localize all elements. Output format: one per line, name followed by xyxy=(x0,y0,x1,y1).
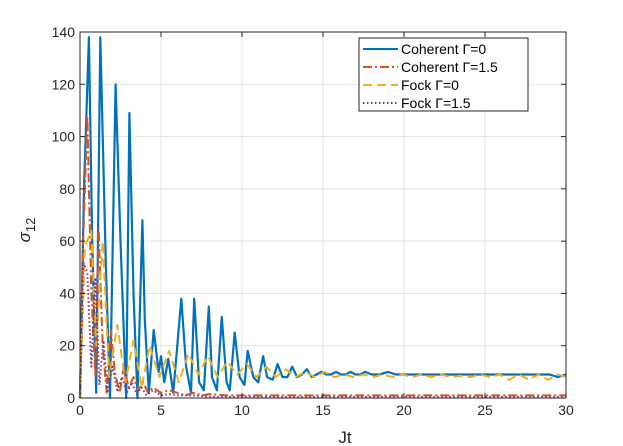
series-lines xyxy=(78,36,567,400)
y-axis-label-symbol: σ xyxy=(15,231,34,242)
tick-labels: 0 5 10 15 20 25 30 0 20 40 60 80 100 120 140 xyxy=(52,24,574,418)
y-tick-label: 60 xyxy=(59,233,75,249)
y-axis-label-subscript: 12 xyxy=(23,218,38,232)
svg-text:σ12: σ12 xyxy=(15,218,38,243)
legend-box xyxy=(358,37,529,112)
x-tick-label: 25 xyxy=(477,402,493,418)
x-axis-label: Jt xyxy=(338,428,352,446)
y-axis-label: σ12 xyxy=(15,218,38,243)
legend-label-1: Coherent Γ=1.5 xyxy=(401,59,498,75)
y-tick-label: 140 xyxy=(52,24,76,40)
x-tick-label: 5 xyxy=(157,402,165,418)
y-tick-label: 0 xyxy=(67,390,75,406)
y-tick-label: 40 xyxy=(59,285,75,301)
series-line-3 xyxy=(79,261,566,399)
legend-label-2: Fock Γ=0 xyxy=(401,77,459,93)
y-tick-label: 20 xyxy=(59,338,75,354)
legend-label-0: Coherent Γ=0 xyxy=(401,41,486,57)
x-tick-label: 15 xyxy=(315,402,331,418)
x-tick-label: 30 xyxy=(558,402,574,418)
legend: Coherent Γ=0 Coherent Γ=1.5 Fock Γ=0 Fock Γ… xyxy=(358,37,529,112)
x-tick-label: 0 xyxy=(76,402,84,418)
ticks xyxy=(79,31,567,399)
y-tick-label: 100 xyxy=(52,129,76,145)
series-line-2 xyxy=(79,229,567,399)
x-tick-label: 20 xyxy=(396,402,412,418)
x-tick-label: 10 xyxy=(234,402,250,418)
y-tick-label: 80 xyxy=(59,181,75,197)
y-tick-label: 120 xyxy=(52,76,76,92)
legend-label-3: Fock Γ=1.5 xyxy=(401,95,471,111)
series-line-1 xyxy=(79,114,566,399)
